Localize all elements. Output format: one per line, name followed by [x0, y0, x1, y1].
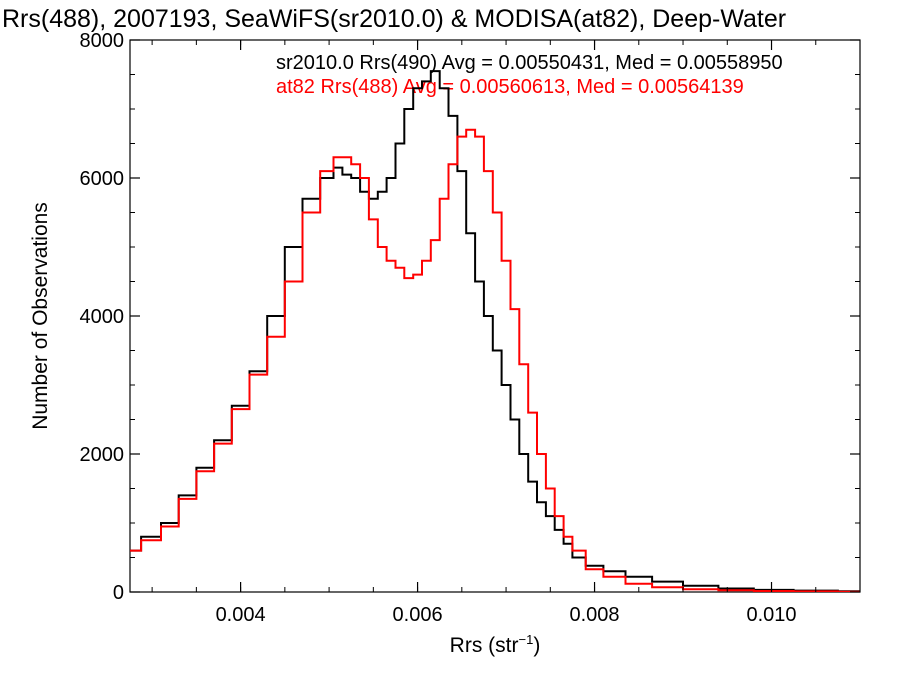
series-line-black [130, 70, 860, 592]
y-tick-label: 6000 [80, 168, 125, 190]
ticks-layer: 0.004 0.006 0.008 0.010 0 2000 4000 6000 8000 [80, 30, 861, 626]
series-line-red [130, 128, 860, 592]
x-axis-label: Rrs (str−1) [450, 632, 541, 657]
y-tick-label: 8000 [80, 30, 125, 52]
x-tick-label: 0.010 [746, 604, 796, 626]
legend: sr2010.0 Rrs(490) Avg = 0.00550431, Med … [276, 52, 783, 98]
series-layer [130, 70, 860, 592]
legend-entry-red: at82 Rrs(488) Avg = 0.00560613, Med = 0.… [276, 76, 744, 98]
x-tick-label: 0.008 [570, 604, 620, 626]
y-tick-label: 0 [113, 582, 124, 604]
x-tick-label: 0.004 [216, 604, 266, 626]
y-tick-label: 4000 [80, 306, 125, 328]
y-axis-label: Number of Observations [29, 202, 52, 430]
x-tick-label: 0.006 [393, 604, 443, 626]
y-tick-label: 2000 [80, 444, 125, 466]
chart-title: Rrs(488), 2007193, SeaWiFS(sr2010.0) & M… [2, 5, 786, 33]
legend-entry-black: sr2010.0 Rrs(490) Avg = 0.00550431, Med … [276, 52, 783, 74]
plot-frame [129, 39, 861, 593]
